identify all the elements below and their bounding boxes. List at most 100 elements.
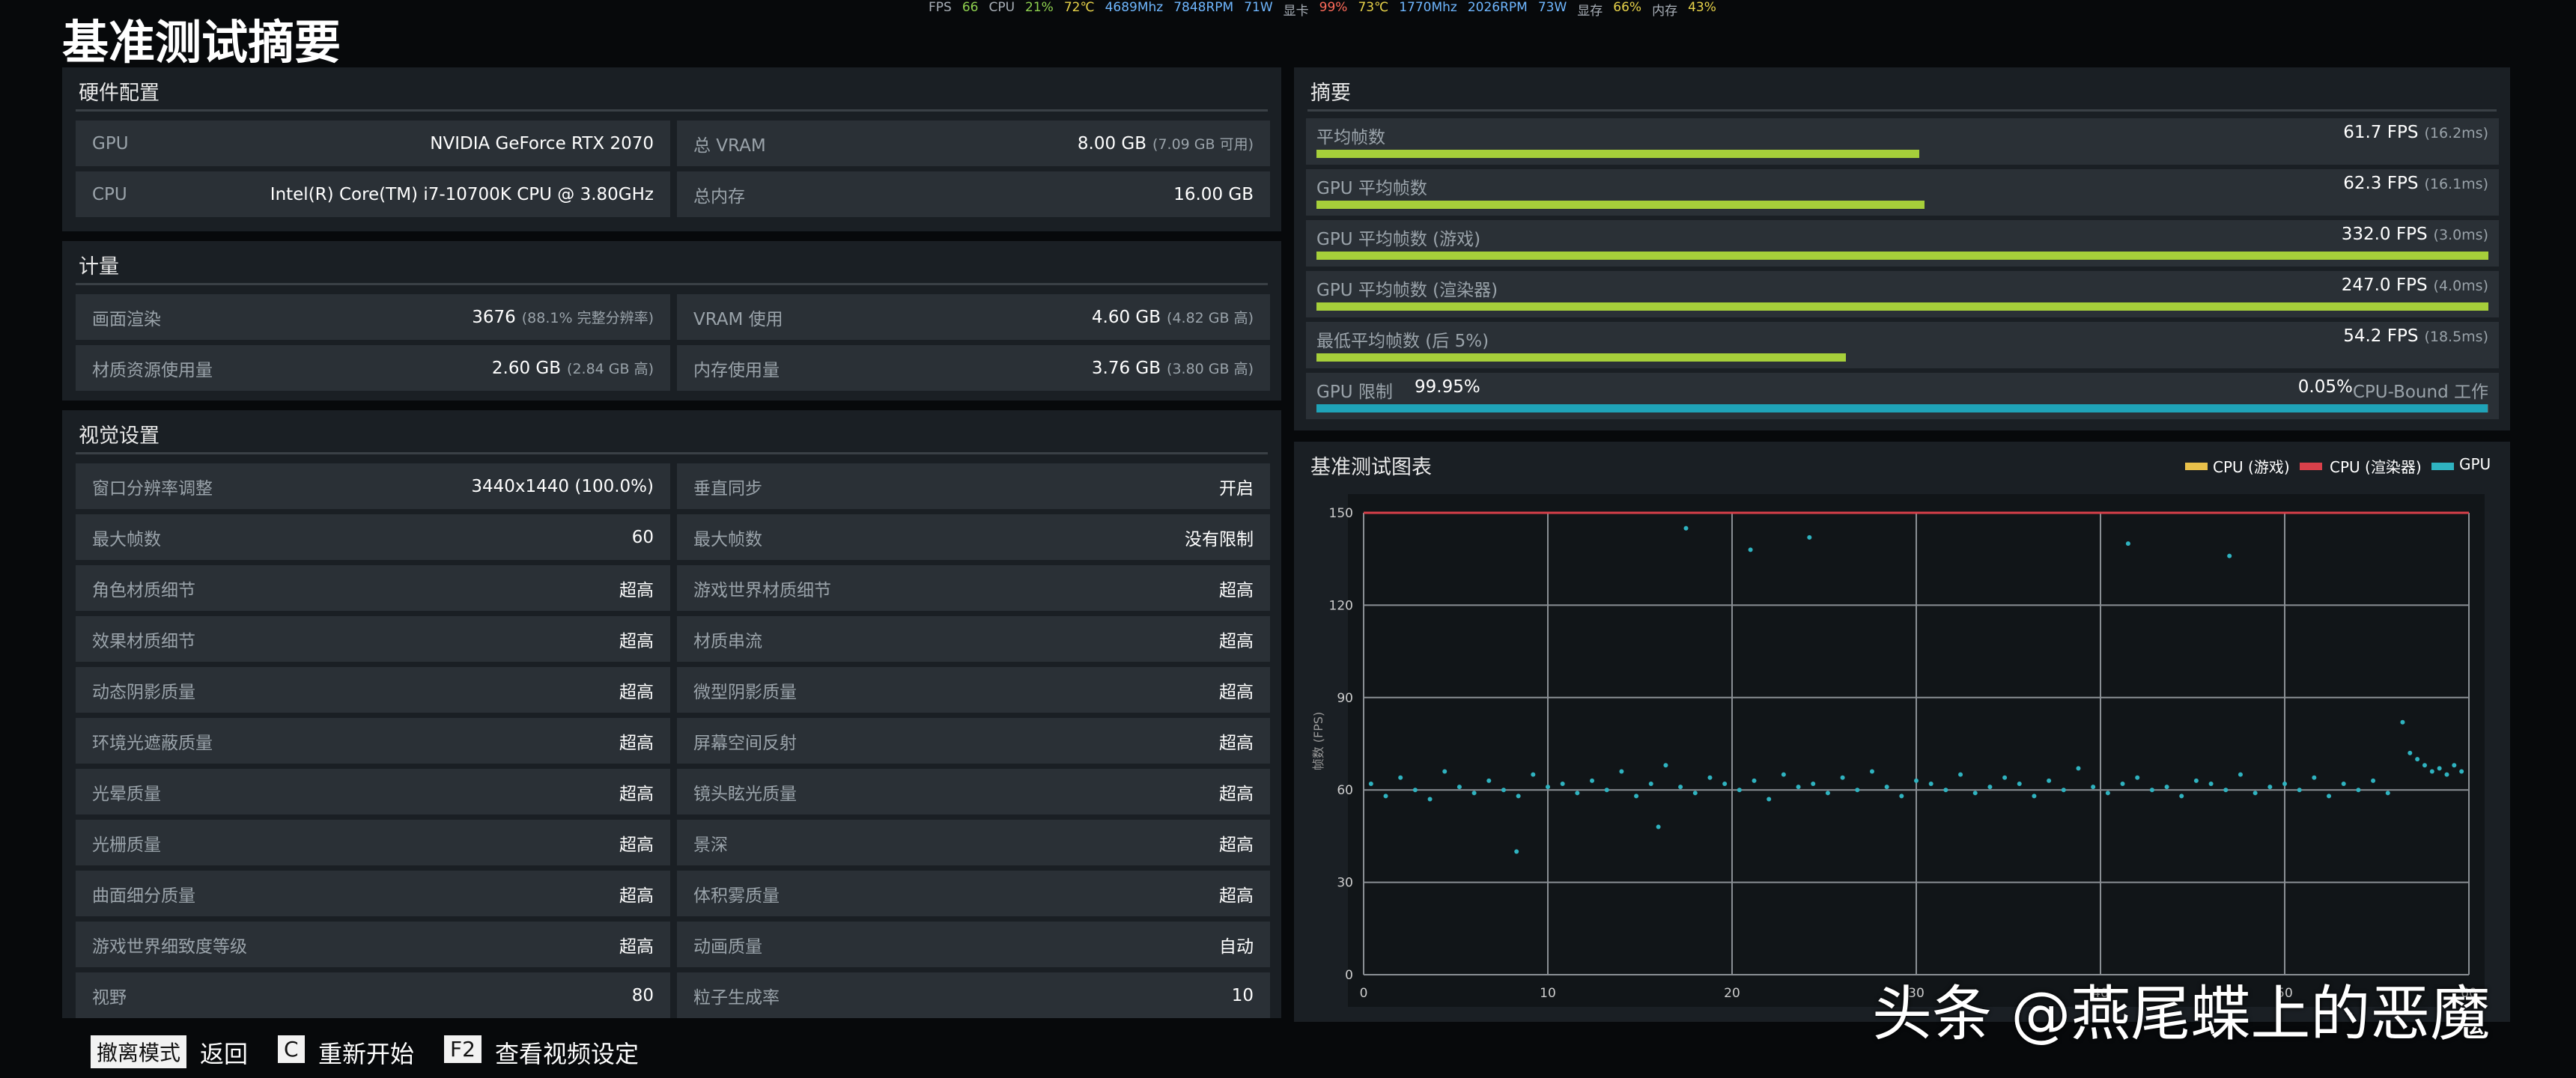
summary-value-group: 61.7 FPS (16.2ms) <box>2343 123 2488 142</box>
status-item: 73℃ <box>1358 0 1389 15</box>
data-point <box>2459 769 2464 774</box>
data-point <box>1486 778 1492 783</box>
data-point <box>1634 794 1639 799</box>
heading-rule <box>76 452 1268 454</box>
data-point <box>1928 781 1933 786</box>
setting-label: 游戏世界材质细节 <box>693 580 831 600</box>
key-action: 查看视频设定 <box>495 1040 640 1068</box>
summary-note: (16.2ms) <box>2424 125 2488 141</box>
data-point <box>2253 791 2258 796</box>
summary-label: 平均帧数 <box>1316 128 1385 147</box>
setting-row: 材质资源使用量 2.60 GB (2.84 GB 高) <box>76 345 670 391</box>
setting-value: 超高 <box>619 937 654 957</box>
summary-bar <box>1316 302 2488 311</box>
setting-row: 粒子生成率 10 <box>677 972 1270 1018</box>
status-bar: FPS 66 CPU 21% 72℃ 4689Mhz 7848RPM 71W 显卡 99% 73℃ 1… <box>929 0 1716 19</box>
setting-label: 粒子生成率 <box>693 987 780 1008</box>
summary-label: GPU 平均帧数 (渲染器) <box>1316 281 1498 300</box>
data-point <box>2385 791 2390 796</box>
setting-value: 16.00 GB <box>1173 184 1254 204</box>
setting-label: 曲面细分质量 <box>92 886 195 906</box>
data-point <box>1656 824 1661 829</box>
data-point <box>1972 791 1978 796</box>
setting-label: 镜头眩光质量 <box>693 784 797 804</box>
setting-row: 曲面细分质量 超高 <box>76 871 670 916</box>
x-tick-label: 10 <box>1540 986 1556 1001</box>
summary-label: 最低平均帧数 (后 5%) <box>1316 332 1489 351</box>
data-point <box>2047 778 2052 783</box>
data-point <box>1781 772 1786 777</box>
setting-row: 垂直同步 开启 <box>677 463 1270 509</box>
setting-row: 内存使用量 3.76 GB (3.80 GB 高) <box>677 345 1270 391</box>
summary-bar <box>1316 353 1846 362</box>
chart-title: 基准测试图表 <box>1310 456 1432 479</box>
setting-value: 3676 <box>472 307 516 327</box>
section-heading: 硬件配置 <box>79 82 160 105</box>
status-item: FPS <box>929 0 952 15</box>
data-point <box>2408 750 2413 755</box>
heading-rule <box>1307 109 2497 112</box>
data-point <box>2444 772 2449 777</box>
summary-row: GPU 平均帧数 (游戏) 332.0 FPS (3.0ms) <box>1306 220 2499 267</box>
setting-label: 总 VRAM <box>693 135 766 156</box>
data-point <box>1683 526 1689 531</box>
data-point <box>1869 769 1874 774</box>
setting-value: 超高 <box>619 682 654 702</box>
setting-value: 超高 <box>619 733 654 753</box>
setting-value: 超高 <box>1219 580 1254 600</box>
setting-note: (88.1% 完整分辨率) <box>521 310 654 326</box>
data-point <box>2135 775 2140 780</box>
setting-value: 2.60 GB <box>491 358 562 378</box>
data-point <box>1722 781 1728 786</box>
setting-value: 超高 <box>1219 733 1254 753</box>
setting-row: 效果材质细节 超高 <box>76 616 670 662</box>
summary-value: 54.2 FPS <box>2343 326 2419 346</box>
setting-label: 画面渲染 <box>92 309 161 329</box>
setting-value: 超高 <box>619 886 654 906</box>
x-tick-label: 30 <box>1908 986 1925 1001</box>
data-point <box>2415 757 2420 762</box>
data-point <box>1884 785 1889 790</box>
heading-rule <box>76 109 1268 112</box>
data-point <box>1412 788 1418 793</box>
setting-label: 垂直同步 <box>693 478 762 499</box>
setting-value: 超高 <box>619 580 654 600</box>
key-hint: 撤离模式 <box>91 1035 187 1068</box>
setting-value: 超高 <box>619 835 654 855</box>
data-point <box>1604 788 1609 793</box>
status-item: 66% <box>1613 0 1642 15</box>
data-point <box>1514 849 1519 854</box>
setting-row: 屏幕空间反射 超高 <box>677 718 1270 764</box>
summary-value: 247.0 FPS <box>2341 275 2428 295</box>
data-point <box>2061 788 2066 793</box>
setting-value: 8.00 GB <box>1077 133 1147 153</box>
setting-row: 画面渲染 3676 (88.1% 完整分辨率) <box>76 294 670 340</box>
setting-note: (4.82 GB 高) <box>1167 310 1254 326</box>
gpu-limit-bar <box>1316 404 2488 412</box>
setting-value: 超高 <box>1219 682 1254 702</box>
setting-label: 景深 <box>693 835 728 855</box>
setting-label: 材质串流 <box>693 631 762 651</box>
cpu-bound-group: 0.05% CPU-Bound 工作 <box>2298 377 2488 403</box>
setting-label: 屏幕空间反射 <box>693 733 797 753</box>
setting-row: GPU NVIDIA GeForce RTX 2070 <box>76 121 670 166</box>
setting-label: 视野 <box>92 987 127 1008</box>
y-tick-label: 60 <box>1337 783 1353 798</box>
summary-note: (16.1ms) <box>2424 176 2488 192</box>
status-item: 4689Mhz <box>1105 0 1164 15</box>
summary-heading: 摘要 <box>1310 82 1351 105</box>
setting-value: 开启 <box>1219 478 1254 499</box>
summary-value: 332.0 FPS <box>2341 225 2428 244</box>
setting-value: 3440x1440 (100.0%) <box>471 476 654 496</box>
setting-note: (7.09 GB 可用) <box>1152 136 1254 153</box>
summary-value: 62.3 FPS <box>2343 174 2419 193</box>
setting-label: 微型阴影质量 <box>693 682 797 702</box>
setting-row: 最大帧数 60 <box>76 514 670 560</box>
setting-row: 光栅质量 超高 <box>76 820 670 865</box>
summary-note: (4.0ms) <box>2433 278 2488 294</box>
cpu-bound-value: 0.05% <box>2297 377 2353 397</box>
x-tick-label: 50 <box>2276 986 2293 1001</box>
data-point <box>2400 719 2405 725</box>
status-item: 66 <box>962 0 979 15</box>
data-point <box>2341 781 2346 786</box>
